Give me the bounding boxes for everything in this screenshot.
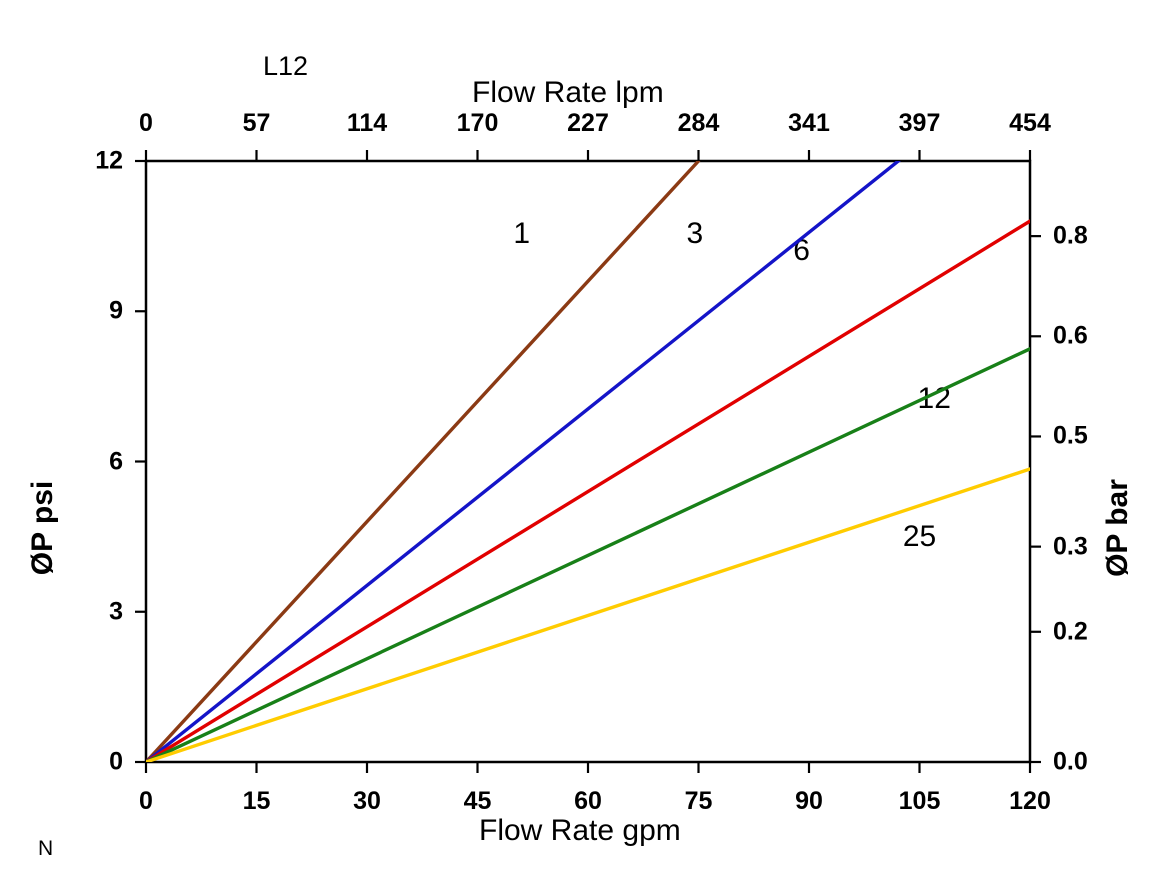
series-label-1: 1 (513, 216, 531, 250)
xtick-label-30: 30 (353, 787, 381, 815)
x2tick-label-0: 0 (139, 109, 153, 137)
series-line-6 (146, 219, 1030, 762)
bottom-axis-title: Flow Rate gpm (479, 814, 681, 847)
top-axis-title: Flow Rate lpm (472, 76, 664, 109)
ytick-label-9: 9 (109, 296, 123, 325)
series-line-12 (146, 347, 1030, 762)
series-label-3: 3 (686, 216, 704, 250)
xtick-label-75: 75 (684, 787, 713, 815)
xtick-label-60: 60 (574, 787, 602, 815)
series-line-3 (146, 161, 902, 762)
y2tick-label-0.3: 0.3 (1053, 532, 1088, 561)
xtick-label-105: 105 (898, 787, 941, 815)
series-line-25 (146, 467, 1030, 762)
xtick-label-120: 120 (1009, 787, 1051, 815)
plot-frame (144, 159, 1032, 764)
ytick-label-0: 0 (109, 747, 123, 776)
y2tick-label-0.2: 0.2 (1053, 617, 1088, 646)
axis-ticks (135, 150, 1041, 773)
x2tick-label-397: 397 (898, 109, 941, 137)
x2tick-label-454: 454 (1009, 109, 1051, 137)
xtick-label-15: 15 (242, 787, 271, 815)
xtick-label-90: 90 (795, 787, 823, 815)
y2tick-label-0.8: 0.8 (1053, 221, 1088, 250)
x2tick-label-114: 114 (346, 109, 388, 137)
ytick-label-12: 12 (95, 146, 123, 175)
xtick-label-45: 45 (463, 787, 492, 815)
sheet-mark-label: N (38, 837, 54, 860)
x2tick-label-170: 170 (456, 109, 499, 137)
ytick-label-3: 3 (109, 597, 123, 626)
curve-group (146, 161, 1030, 762)
y2tick-label-0.5: 0.5 (1053, 421, 1088, 450)
x2tick-label-57: 57 (242, 109, 271, 137)
x2tick-label-227: 227 (567, 109, 609, 137)
xtick-label-0: 0 (139, 787, 153, 815)
ytick-label-6: 6 (109, 447, 123, 475)
x2tick-label-341: 341 (788, 109, 830, 137)
model-code-label: L12 (263, 51, 309, 81)
y2tick-label-0.6: 0.6 (1053, 321, 1088, 350)
y2tick-label-0.0: 0.0 (1053, 747, 1088, 776)
x2tick-label-284: 284 (677, 109, 720, 137)
series-line-1 (146, 161, 701, 762)
series-label-25: 25 (902, 519, 937, 553)
